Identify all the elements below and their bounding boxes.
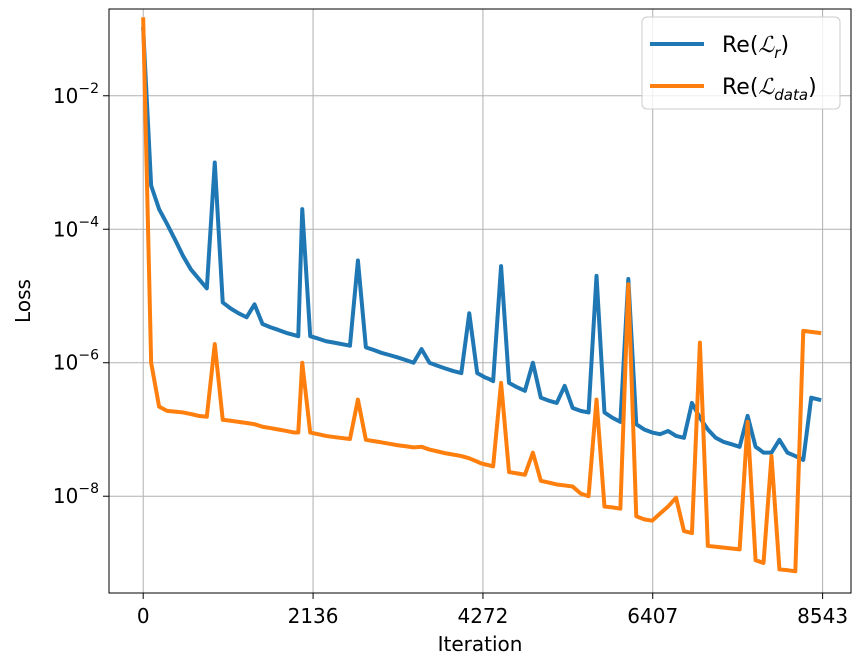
legend-label-r: Re(ℒr) bbox=[722, 33, 789, 62]
y-tick-label: 10−2 bbox=[53, 81, 99, 108]
y-tick-exponent: −6 bbox=[78, 348, 99, 364]
y-tick-exponent: −2 bbox=[78, 81, 99, 97]
series-layer bbox=[141, 17, 822, 574]
legend-label-main: Re( bbox=[722, 75, 758, 100]
legend-script-L: ℒ bbox=[758, 75, 775, 100]
y-tick-label: 10−6 bbox=[53, 348, 99, 375]
legend-label-subscript: data bbox=[774, 86, 808, 104]
y-tick-base: 10 bbox=[53, 84, 78, 108]
y-tick-label: 10−8 bbox=[53, 481, 99, 508]
x-tick-label: 6407 bbox=[627, 604, 678, 628]
y-tick-label: 10−4 bbox=[53, 214, 99, 241]
legend: Re(ℒr)Re(ℒdata) bbox=[641, 16, 841, 110]
x-tick-label: 0 bbox=[137, 604, 150, 628]
x-tick-label: 8543 bbox=[797, 604, 848, 628]
legend-script-L: ℒ bbox=[758, 33, 775, 58]
x-axis-label: Iteration bbox=[438, 632, 523, 656]
y-tick-base: 10 bbox=[53, 484, 78, 508]
series-line-r bbox=[141, 26, 822, 462]
y-tick-exponent: −4 bbox=[78, 214, 99, 230]
plot-frame bbox=[108, 8, 852, 594]
legend-label-main: Re( bbox=[722, 33, 758, 58]
legend-label-close: ) bbox=[780, 33, 789, 58]
x-tick-label: 4272 bbox=[457, 604, 508, 628]
y-tick-base: 10 bbox=[53, 351, 78, 375]
series-line-data bbox=[141, 17, 822, 574]
legend-label-close: ) bbox=[808, 75, 817, 100]
legend-label-subscript: r bbox=[774, 44, 781, 62]
y-axis-label: Loss bbox=[11, 279, 35, 323]
x-tick-label: 2136 bbox=[288, 604, 339, 628]
y-tick-exponent: −8 bbox=[78, 481, 99, 497]
legend-label-data: Re(ℒdata) bbox=[722, 75, 817, 104]
y-tick-base: 10 bbox=[53, 217, 78, 241]
